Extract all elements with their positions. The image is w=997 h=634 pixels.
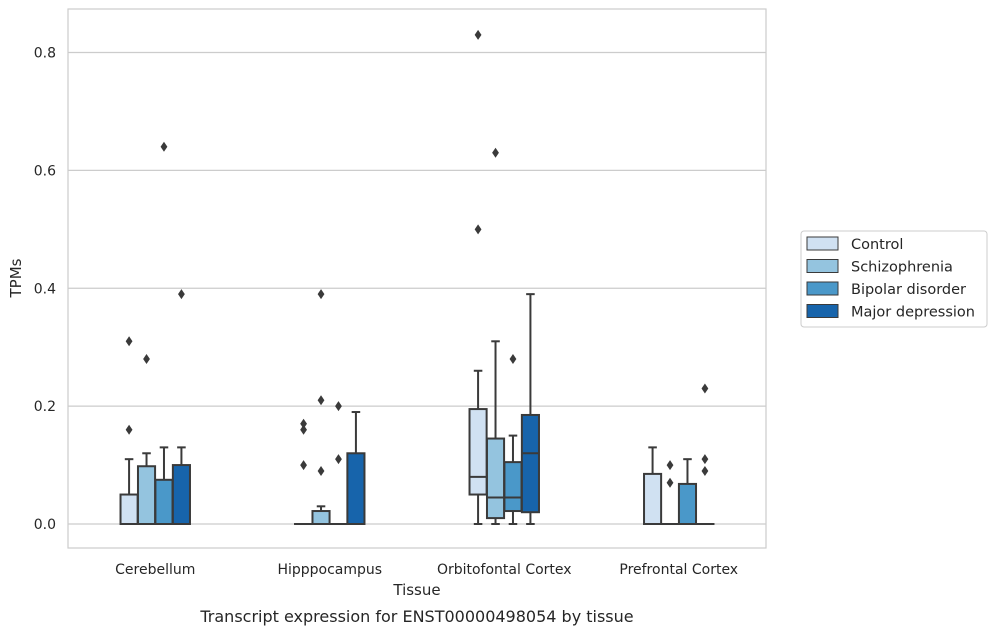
x-tick-label: Cerebellum <box>115 562 195 578</box>
outlier-point <box>335 401 342 412</box>
box-body <box>171 464 191 525</box>
outlier-point <box>701 465 709 476</box>
box-body <box>485 437 506 520</box>
outlier-point <box>178 289 185 300</box>
y-axis-label: TPMs <box>7 258 25 298</box>
box-body <box>520 413 540 514</box>
legend-label: Major depression <box>851 305 975 321</box>
y-tick-label: 0.0 <box>34 517 56 533</box>
outlier-point <box>160 141 168 152</box>
outlier-point <box>125 336 133 347</box>
outlier-point <box>701 454 709 465</box>
outlier-point <box>666 460 674 471</box>
legend-label: Schizophrenia <box>851 260 953 276</box>
outlier-point <box>474 29 482 40</box>
outlier-point <box>666 477 674 488</box>
box-major-depression <box>695 383 715 526</box>
outlier-point <box>143 353 150 364</box>
outlier-point <box>701 383 709 394</box>
legend: Control Schizophrenia Bipolar disorder Majo… <box>800 230 988 328</box>
outlier-point <box>509 353 517 364</box>
box-control <box>643 446 663 526</box>
box-body <box>311 510 331 526</box>
chart-caption: Transcript expression for ENST0000049805… <box>199 607 633 626</box>
y-tick-label: 0.6 <box>34 163 56 179</box>
box-body <box>643 472 663 526</box>
x-tick-label: Hipppocampus <box>277 562 382 578</box>
legend-swatch <box>806 281 839 296</box>
outlier-point <box>335 454 342 465</box>
box-body <box>154 478 174 525</box>
box-body <box>468 408 488 496</box>
outlier-point <box>125 424 133 435</box>
outlier-point <box>300 460 307 471</box>
plot-area <box>68 9 766 548</box>
y-tick-labels: 0.0 0.2 0.4 0.6 0.8 <box>34 46 56 534</box>
box-body <box>119 493 139 525</box>
outlier-point <box>317 465 325 476</box>
box-body <box>677 482 698 525</box>
box-body <box>346 452 366 525</box>
outlier-point <box>492 147 499 158</box>
box-schizophrenia <box>660 460 680 526</box>
box-bipolar-disorder <box>328 401 349 526</box>
x-tick-labels: Cerebellum Hipppocampus Orbitofontal Corte… <box>115 562 738 578</box>
legend-label: Bipolar disorder <box>851 282 966 298</box>
outlier-point <box>317 289 325 300</box>
box-schizophrenia <box>311 289 331 526</box>
box-control <box>468 29 488 525</box>
x-tick-label: Prefrontal Cortex <box>619 562 738 578</box>
box-control <box>119 336 139 525</box>
outlier-point <box>300 424 307 435</box>
outlier-point <box>300 418 307 429</box>
x-tick-label: Orbitofontal Cortex <box>437 562 572 578</box>
y-tick-label: 0.8 <box>34 46 56 62</box>
boxes <box>119 29 715 526</box>
legend-swatch <box>806 259 839 273</box>
box-major-depression <box>171 289 191 525</box>
y-tick-label: 0.4 <box>34 281 56 297</box>
plot-frame <box>67 8 767 549</box>
box-body <box>136 465 157 525</box>
box-control <box>294 418 314 526</box>
legend-swatch <box>806 236 839 251</box>
outlier-point <box>474 224 482 235</box>
box-bipolar-disorder <box>677 458 698 525</box>
box-major-depression <box>520 293 540 525</box>
box-major-depression <box>346 411 366 525</box>
x-axis-label: Tissue <box>392 581 440 599</box>
outlier-point <box>317 395 325 406</box>
legend-swatch <box>806 304 839 318</box>
legend-label: Control <box>851 237 903 253</box>
box-body <box>503 461 523 513</box>
legend-frame <box>800 230 988 328</box>
y-tick-label: 0.2 <box>34 399 56 415</box>
